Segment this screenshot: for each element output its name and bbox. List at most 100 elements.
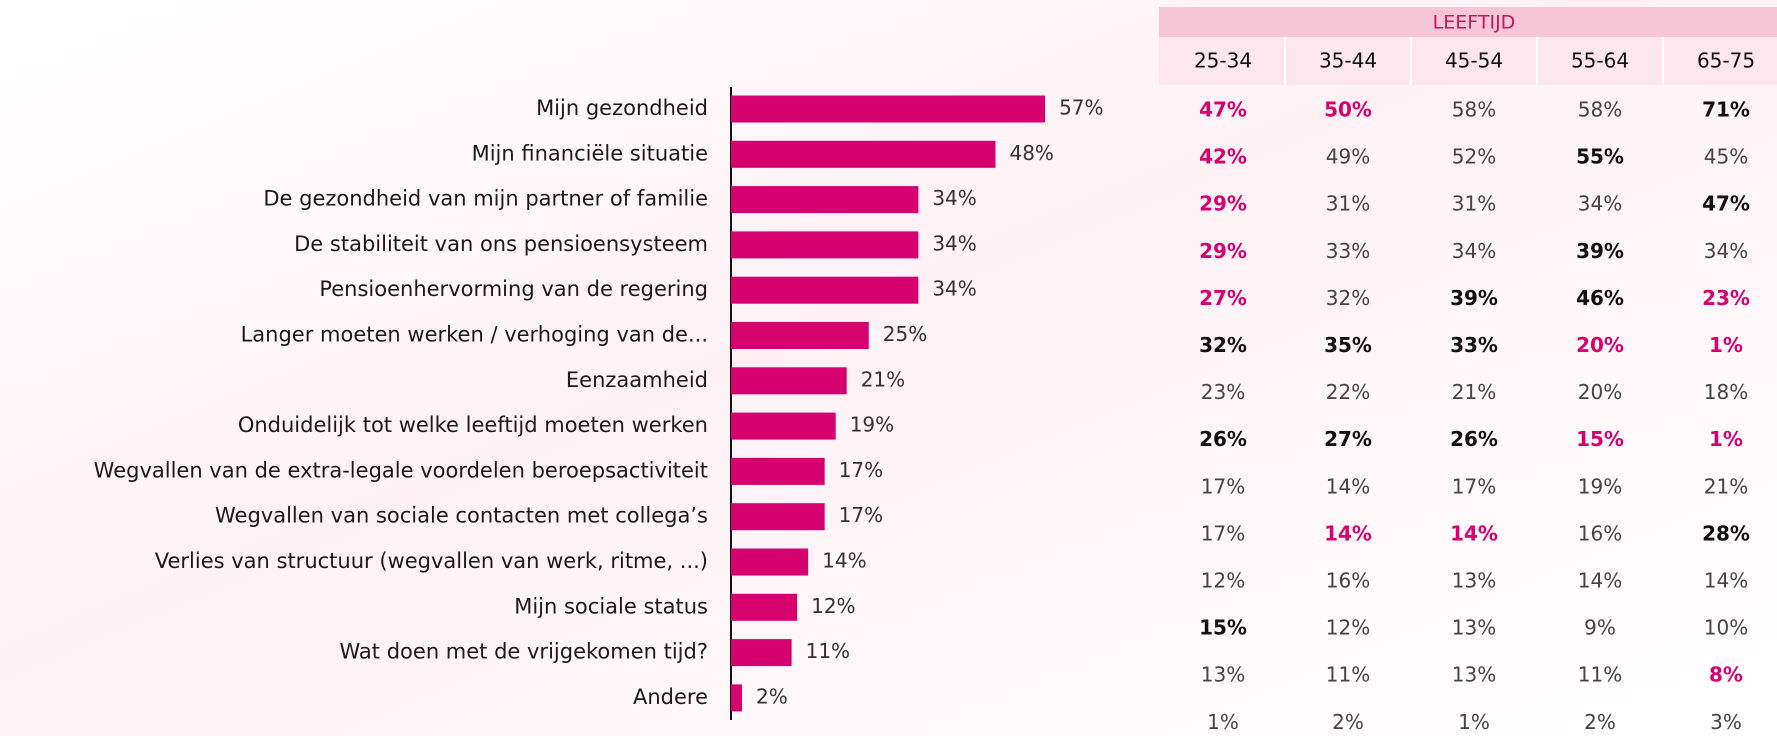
table-cell: 20% <box>1578 380 1622 404</box>
table-cell: 22% <box>1326 380 1370 404</box>
table-cell: 32% <box>1326 286 1370 310</box>
bar <box>731 412 836 440</box>
column-header: 55-64 <box>1571 49 1629 73</box>
table-cell: 42% <box>1199 145 1247 169</box>
category-label: Andere <box>633 685 708 709</box>
table-title-band <box>1159 7 1777 37</box>
category-label: De stabiliteit van ons pensioensysteem <box>294 232 708 256</box>
table-cell: 17% <box>1452 474 1496 498</box>
table-cell: 10% <box>1704 616 1748 640</box>
column-header: 45-54 <box>1445 49 1503 73</box>
bar <box>731 186 919 214</box>
category-label: Eenzaamheid <box>566 368 708 392</box>
table-cell: 27% <box>1324 427 1372 451</box>
table-cell: 1% <box>1458 710 1490 734</box>
table-cell: 15% <box>1576 427 1624 451</box>
table-cell: 26% <box>1199 427 1247 451</box>
value-label: 57% <box>1059 96 1103 120</box>
table-cell: 14% <box>1450 521 1498 545</box>
category-label: Mijn sociale status <box>514 594 708 618</box>
value-label: 17% <box>839 503 883 527</box>
table-cell: 39% <box>1450 286 1498 310</box>
table-cell: 17% <box>1201 521 1245 545</box>
table-cell: 32% <box>1199 333 1247 357</box>
bar <box>731 684 743 712</box>
table-cell: 16% <box>1578 521 1622 545</box>
category-label: Wat doen met de vrijgekomen tijd? <box>340 640 708 664</box>
bar <box>731 140 996 168</box>
table-cell: 15% <box>1199 616 1247 640</box>
table-cell: 12% <box>1326 616 1370 640</box>
table-cell: 14% <box>1326 474 1370 498</box>
value-label: 2% <box>756 684 788 708</box>
category-label: Verlies van structuur (wegvallen van wer… <box>155 549 708 573</box>
bar <box>731 322 869 349</box>
value-label: 34% <box>932 186 976 210</box>
table-cell: 13% <box>1452 663 1496 687</box>
bar <box>731 231 919 259</box>
table-cell: 2% <box>1332 710 1364 734</box>
table-cell: 47% <box>1702 192 1750 216</box>
table-cell: 23% <box>1201 380 1245 404</box>
table-cell: 29% <box>1199 239 1247 263</box>
bar <box>731 548 809 576</box>
table-cell: 2% <box>1584 710 1616 734</box>
table-cell: 1% <box>1207 710 1239 734</box>
table-cell: 28% <box>1702 521 1750 545</box>
table-header-band <box>1159 37 1777 85</box>
table-cell: 21% <box>1704 474 1748 498</box>
value-label: 21% <box>861 367 905 391</box>
table-cell: 31% <box>1326 192 1370 216</box>
table-cell: 14% <box>1704 569 1748 593</box>
table-cell: 29% <box>1199 192 1247 216</box>
bar <box>731 367 847 395</box>
table-cell: 33% <box>1326 239 1370 263</box>
table-cell: 14% <box>1324 521 1372 545</box>
table-cell: 14% <box>1578 569 1622 593</box>
bar <box>731 95 1046 123</box>
bar <box>731 593 798 621</box>
bar <box>731 457 825 485</box>
table-cell: 58% <box>1578 98 1622 122</box>
table-cell: 21% <box>1452 380 1496 404</box>
table-cell: 11% <box>1578 663 1622 687</box>
table-cell: 35% <box>1324 333 1372 357</box>
table-cell: 46% <box>1576 286 1624 310</box>
table-cell: 58% <box>1452 98 1496 122</box>
table-cell: 13% <box>1201 663 1245 687</box>
category-label: Wegvallen van sociale contacten met coll… <box>215 504 708 528</box>
table-cell: 34% <box>1578 192 1622 216</box>
table-cell: 9% <box>1584 616 1616 640</box>
table-cell: 47% <box>1199 98 1247 122</box>
category-label: De gezondheid van mijn partner of famili… <box>263 187 708 211</box>
table-cell: 31% <box>1452 192 1496 216</box>
table-cell: 17% <box>1201 474 1245 498</box>
value-label: 25% <box>883 322 927 346</box>
table-cell: 49% <box>1326 145 1370 169</box>
table-cell: 52% <box>1452 145 1496 169</box>
table-cell: 45% <box>1704 145 1748 169</box>
column-header: 35-44 <box>1319 49 1377 73</box>
table-title: LEEFTIJD <box>1433 12 1516 34</box>
table-cell: 20% <box>1576 333 1624 357</box>
category-label: Onduidelijk tot welke leeftijd moeten we… <box>238 413 708 437</box>
column-header: 65-75 <box>1697 49 1755 73</box>
category-label: Pensioenhervorming van de regering <box>319 277 708 301</box>
value-label: 12% <box>811 594 855 618</box>
table-cell: 1% <box>1709 333 1743 357</box>
value-label: 11% <box>806 639 850 663</box>
bar <box>731 276 919 304</box>
value-label: 34% <box>932 231 976 255</box>
table-cell: 12% <box>1201 569 1245 593</box>
table-cell: 11% <box>1326 663 1370 687</box>
table-cell: 34% <box>1704 239 1748 263</box>
table-cell: 19% <box>1578 474 1622 498</box>
table-cell: 50% <box>1324 98 1372 122</box>
table-cell: 1% <box>1709 427 1743 451</box>
table-cell: 33% <box>1450 333 1498 357</box>
table-cell: 27% <box>1199 286 1247 310</box>
table-cell: 23% <box>1702 286 1750 310</box>
table-cell: 39% <box>1576 239 1624 263</box>
